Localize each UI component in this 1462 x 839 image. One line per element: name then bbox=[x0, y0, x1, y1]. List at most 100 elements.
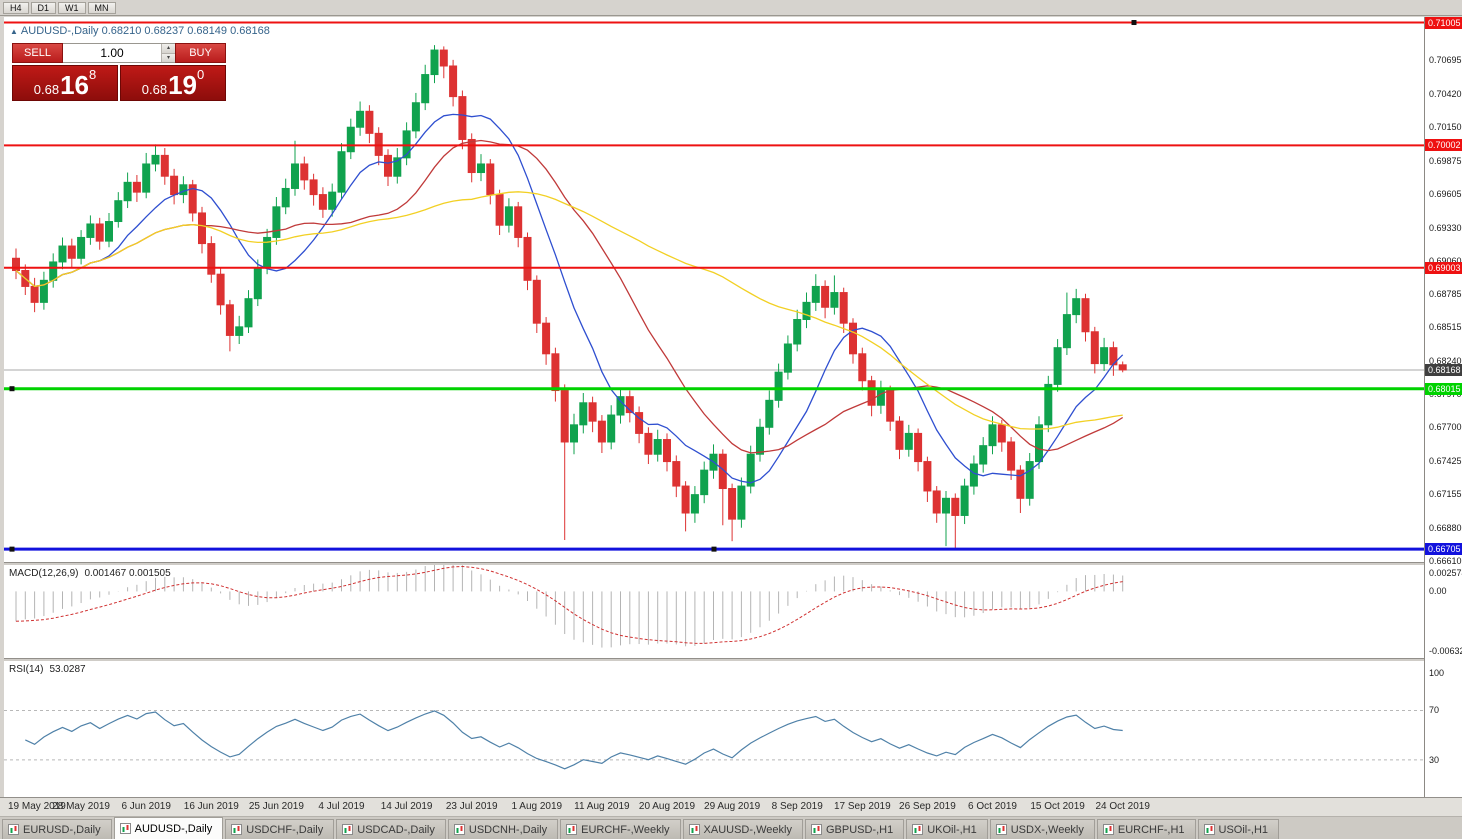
candle bbox=[597, 415, 606, 453]
price-axis-tick: 0.66880 bbox=[1429, 522, 1462, 533]
chart-tab-icon bbox=[912, 824, 924, 835]
price-axis-tick: 0.68515 bbox=[1429, 322, 1462, 333]
candle bbox=[449, 59, 458, 107]
volume-up-icon[interactable]: ▴ bbox=[162, 44, 175, 54]
chart-title: ▲ AUDUSD-,Daily 0.68210 0.68237 0.68149 0… bbox=[10, 25, 270, 37]
candle bbox=[979, 437, 988, 473]
candle bbox=[95, 217, 104, 250]
line-handle[interactable] bbox=[9, 386, 15, 392]
chart-tab-ukoil-h1[interactable]: UKOil-,H1 bbox=[906, 819, 988, 839]
candle bbox=[867, 375, 876, 417]
candle bbox=[1007, 437, 1016, 480]
candle bbox=[1025, 453, 1034, 506]
chart-tab-usdcnh-daily[interactable]: USDCNH-,Daily bbox=[447, 819, 559, 839]
candle bbox=[876, 380, 885, 414]
chart-tab-xauusd-weekly[interactable]: XAUUSD-,Weekly bbox=[682, 819, 803, 839]
chart-tab-gbpusd-h1[interactable]: GBPUSD-,H1 bbox=[804, 819, 905, 839]
sell-price-display[interactable]: 0.68 16 8 bbox=[12, 65, 118, 101]
candle bbox=[960, 478, 969, 525]
price-axis: 0.709850.706950.704200.701500.698750.696… bbox=[1424, 17, 1462, 797]
price-axis-tick: 0.68240 bbox=[1429, 356, 1462, 367]
candle bbox=[570, 413, 578, 455]
chart-tab-eurchf-h1[interactable]: EURCHF-,H1 bbox=[1096, 819, 1196, 839]
candle bbox=[1090, 326, 1099, 374]
chart-tab-icon bbox=[119, 823, 131, 834]
chart-tab-usoil-h1[interactable]: USOil-,H1 bbox=[1197, 819, 1280, 839]
macd-panel: MACD(12,26,9) 0.001467 0.001505 bbox=[4, 565, 1424, 658]
candle bbox=[356, 101, 365, 136]
candle bbox=[207, 236, 216, 283]
date-label: 26 Sep 2019 bbox=[899, 801, 956, 812]
candle bbox=[607, 405, 616, 450]
price-axis-tick: 0.67425 bbox=[1429, 455, 1462, 466]
buy-price-display[interactable]: 0.68 19 0 bbox=[120, 65, 226, 101]
candle bbox=[663, 433, 671, 472]
sell-price-prefix: 0.68 bbox=[33, 82, 60, 97]
sell-button[interactable]: SELL bbox=[12, 43, 63, 63]
candle bbox=[132, 174, 141, 202]
chart-tab-label: USDCNH-,Daily bbox=[468, 823, 548, 836]
macd-chart-surface[interactable] bbox=[4, 565, 1424, 658]
rsi-chart-surface[interactable] bbox=[4, 661, 1424, 797]
chart-tab-audusd-daily[interactable]: AUDUSD-,Daily bbox=[113, 817, 224, 839]
chart-tab-icon bbox=[1102, 824, 1114, 835]
timeframe-toolbar: H4 D1 W1 MN bbox=[0, 0, 1462, 16]
chart-tab-icon bbox=[688, 824, 700, 835]
candle bbox=[291, 140, 299, 196]
volume-down-icon[interactable]: ▾ bbox=[162, 53, 175, 62]
panel-separator[interactable] bbox=[4, 562, 1462, 565]
candle bbox=[579, 392, 588, 434]
price-chart-surface[interactable] bbox=[4, 17, 1424, 562]
date-label: 24 Oct 2019 bbox=[1095, 801, 1150, 812]
candle bbox=[858, 347, 867, 391]
date-axis: 19 May 2019 28 May 2019 6 Jun 2019 16 Jun 2… bbox=[0, 797, 1462, 816]
timeframe-button-w1[interactable]: W1 bbox=[58, 1, 86, 14]
volume-field[interactable]: 1.00 ▴ ▾ bbox=[63, 43, 175, 63]
chart-tab-label: GBPUSD-,H1 bbox=[825, 823, 894, 836]
panel-separator[interactable] bbox=[4, 658, 1462, 661]
level-price-badge: 0.66705 bbox=[1425, 543, 1462, 556]
timeframe-button-h4[interactable]: H4 bbox=[3, 1, 29, 14]
chart-tab-icon bbox=[566, 824, 578, 835]
candle bbox=[672, 455, 681, 498]
date-label: 11 Aug 2019 bbox=[574, 801, 630, 812]
chart-tab-icon bbox=[810, 824, 822, 835]
price-axis-tick: 0.67155 bbox=[1429, 489, 1462, 500]
candle bbox=[737, 477, 746, 528]
chart-tab-bar: EURUSD-,Daily AUDUSD-,Daily USDCHF-,Daily U… bbox=[0, 816, 1462, 839]
chart-tab-usdcad-daily[interactable]: USDCAD-,Daily bbox=[336, 819, 446, 839]
candle bbox=[1118, 361, 1127, 373]
price-axis-tick: 0.66610 bbox=[1429, 555, 1462, 566]
chart-tab-usdchf-daily[interactable]: USDCHF-,Daily bbox=[225, 819, 335, 839]
candle bbox=[700, 461, 709, 504]
candle bbox=[30, 277, 39, 313]
price-axis-tick: 0.69330 bbox=[1429, 222, 1462, 233]
candle bbox=[365, 105, 374, 144]
candle bbox=[411, 92, 420, 139]
candle bbox=[1081, 293, 1090, 342]
line-handle[interactable] bbox=[1131, 20, 1137, 26]
volume-value[interactable]: 1.00 bbox=[100, 46, 124, 60]
candle bbox=[216, 268, 225, 315]
candle bbox=[170, 168, 179, 205]
buy-price-pip: 0 bbox=[197, 67, 205, 82]
date-label: 23 Jul 2019 bbox=[445, 801, 498, 812]
chart-tab-eurusd-daily[interactable]: EURUSD-,Daily bbox=[2, 819, 112, 839]
candle bbox=[486, 159, 495, 205]
candle bbox=[105, 212, 113, 248]
sell-price-pip: 8 bbox=[89, 67, 97, 82]
chart-tab-eurchf-weekly[interactable]: EURCHF-,Weekly bbox=[560, 819, 681, 839]
timeframe-button-d1[interactable]: D1 bbox=[30, 1, 57, 14]
rsi-panel: RSI(14) 53.0287 bbox=[4, 661, 1424, 797]
candle bbox=[430, 45, 439, 84]
one-click-trade-panel: SELL 1.00 ▴ ▾ BUY 0.68 16 8 0.68 19 0 bbox=[12, 43, 226, 101]
date-label: 8 Sep 2019 bbox=[771, 801, 823, 812]
rsi-label: RSI(14) 53.0287 bbox=[9, 664, 86, 675]
line-handle[interactable] bbox=[9, 546, 15, 552]
current-price-badge: 0.68168 bbox=[1425, 363, 1462, 376]
timeframe-button-mn[interactable]: MN bbox=[87, 1, 116, 14]
buy-button[interactable]: BUY bbox=[175, 43, 226, 63]
candle bbox=[1100, 337, 1109, 371]
line-handle[interactable] bbox=[711, 546, 717, 552]
chart-tab-usdx-weekly[interactable]: USDX-,Weekly bbox=[989, 819, 1095, 839]
